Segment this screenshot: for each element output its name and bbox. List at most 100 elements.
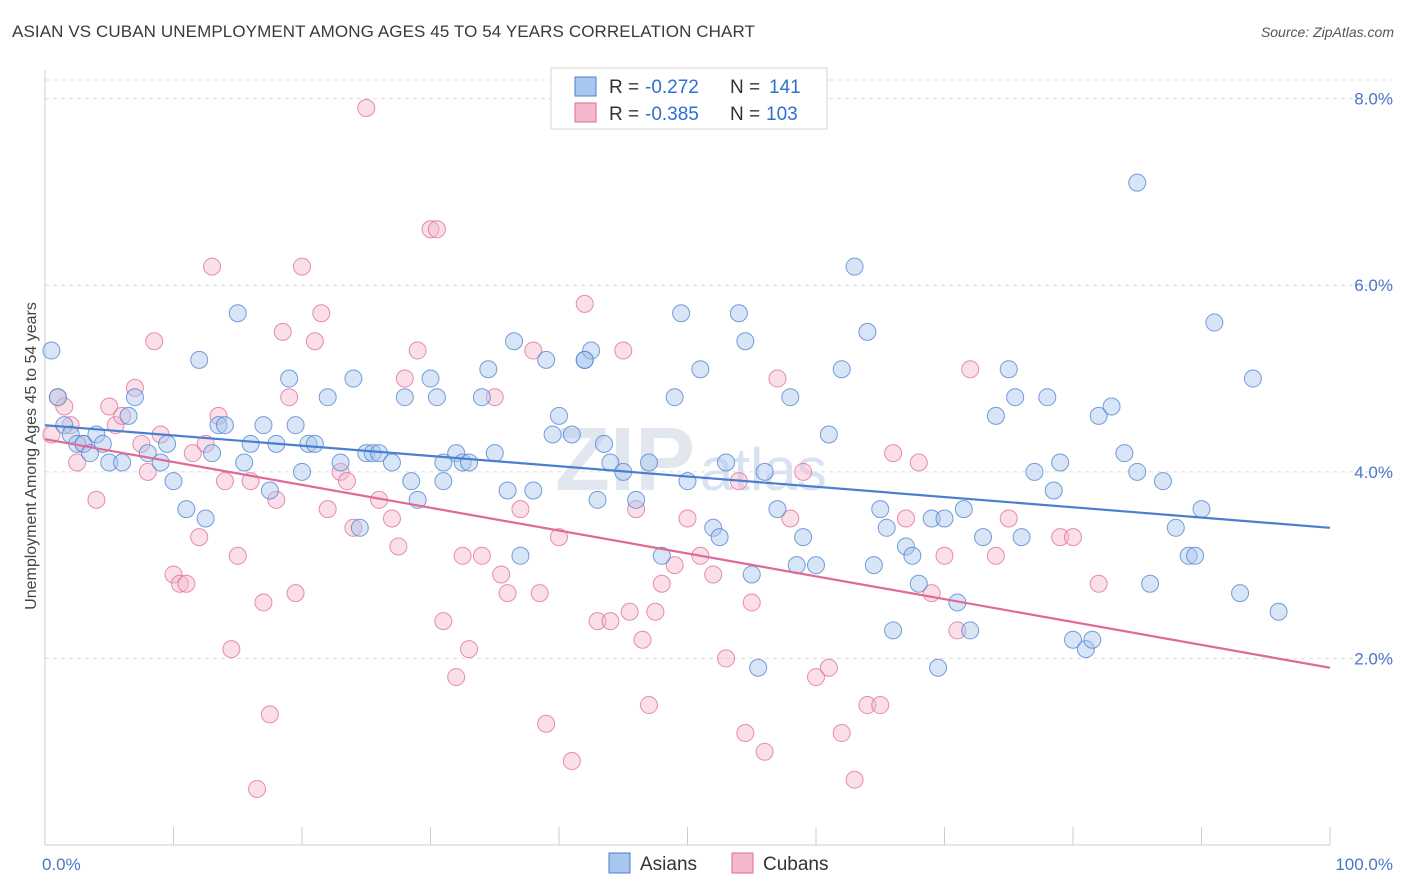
- cubans-point: [312, 304, 331, 323]
- asians-point: [864, 556, 883, 575]
- cubans-point: [177, 574, 196, 593]
- cubans-point: [222, 640, 241, 659]
- cubans-point: [164, 565, 183, 584]
- cubans-point: [273, 322, 292, 341]
- cubans-point: [1064, 528, 1082, 547]
- asians-point: [1128, 173, 1147, 192]
- asians-point: [113, 453, 132, 472]
- asians-point: [119, 406, 138, 425]
- asians-point: [1044, 481, 1063, 500]
- asians-point: [736, 332, 755, 351]
- watermark-zip: ZIP: [555, 410, 695, 510]
- legend-r-label-cubans: R =: [609, 104, 639, 125]
- asians-point: [961, 621, 980, 640]
- cubans-point: [170, 574, 189, 593]
- cubans-point: [646, 602, 665, 621]
- asians-point: [1083, 630, 1102, 649]
- cubans-point: [485, 388, 504, 407]
- asians-point: [395, 388, 414, 407]
- asians-point: [196, 509, 215, 528]
- asians-point: [318, 388, 337, 407]
- asians-point: [305, 434, 324, 453]
- legend-swatch-asians: [574, 76, 597, 97]
- asians-point: [877, 518, 896, 537]
- asians-point: [460, 453, 479, 472]
- cubans-point: [678, 509, 697, 528]
- asians-point: [794, 528, 813, 547]
- asians-point: [472, 388, 491, 407]
- asians-point: [125, 388, 144, 407]
- asians-point: [215, 416, 234, 435]
- cubans-point: [331, 462, 350, 481]
- asians-point: [177, 500, 196, 519]
- cubans-point: [196, 434, 215, 453]
- asians-point: [755, 462, 774, 481]
- cubans-point: [395, 369, 414, 388]
- asians-point: [986, 406, 1005, 425]
- asians-point: [819, 425, 838, 444]
- cubans-point: [614, 341, 633, 360]
- cubans-point: [132, 434, 151, 453]
- cubans-point: [228, 546, 247, 565]
- asians-point: [402, 472, 421, 491]
- cubans-point: [742, 593, 761, 612]
- asians-point: [858, 322, 877, 341]
- axes: [44, 70, 1331, 846]
- y-tick-label: 8.0%: [1354, 90, 1393, 109]
- asians-point: [999, 360, 1018, 379]
- cubans-point: [871, 696, 890, 715]
- cubans-point: [986, 546, 1005, 565]
- asians-point: [505, 332, 524, 351]
- asians-point: [691, 360, 710, 379]
- source-label: Source: ZipAtlas.com: [1260, 24, 1394, 40]
- bottom-legend-swatch-cubans: [731, 852, 754, 874]
- asians-point: [704, 518, 723, 537]
- cubans-point: [453, 546, 472, 565]
- cubans-point: [537, 714, 556, 733]
- cubans-point: [68, 453, 87, 472]
- cubans-point: [550, 528, 568, 547]
- cubans-point: [807, 668, 825, 687]
- cubans-point: [203, 257, 222, 276]
- trend-lines: [44, 424, 1331, 669]
- asians-point: [363, 444, 382, 463]
- cubans-point: [337, 472, 356, 491]
- cubans-point: [858, 696, 877, 715]
- legend-n-value-cubans: 103: [766, 104, 798, 125]
- asians-point: [575, 350, 594, 369]
- asians-point: [260, 481, 279, 500]
- asians-point: [807, 556, 825, 575]
- cubans-point: [652, 574, 671, 593]
- asians-point: [427, 388, 446, 407]
- cubans-point: [305, 332, 324, 351]
- asians-point: [742, 565, 761, 584]
- cubans-point: [781, 509, 800, 528]
- asians-point: [280, 369, 299, 388]
- cubans-point: [421, 220, 440, 239]
- asians-point: [357, 444, 376, 463]
- asians-point: [485, 444, 504, 463]
- asians-point: [331, 453, 350, 472]
- cubans-point: [267, 490, 286, 509]
- chart-title: ASIAN VS CUBAN UNEMPLOYMENT AMONG AGES 4…: [12, 22, 756, 41]
- cubans-point: [601, 612, 620, 631]
- cubans-point: [138, 462, 157, 481]
- cubans-point: [665, 556, 684, 575]
- asians-point: [254, 416, 273, 435]
- cubans-point: [1089, 574, 1108, 593]
- cubans-point: [1051, 528, 1070, 547]
- cubans-point: [209, 406, 228, 425]
- cubans-point: [620, 602, 639, 621]
- cubans-point: [717, 649, 736, 668]
- cubans-point: [999, 509, 1018, 528]
- asians-point: [1192, 500, 1211, 519]
- cubans-point: [254, 593, 273, 612]
- cubans-point: [794, 462, 813, 481]
- cubans-point: [845, 770, 864, 789]
- asians-point: [1102, 397, 1121, 416]
- asians-point: [203, 444, 222, 463]
- cubans-point: [344, 518, 363, 537]
- cubans-point: [639, 696, 658, 715]
- asians-point: [627, 490, 646, 509]
